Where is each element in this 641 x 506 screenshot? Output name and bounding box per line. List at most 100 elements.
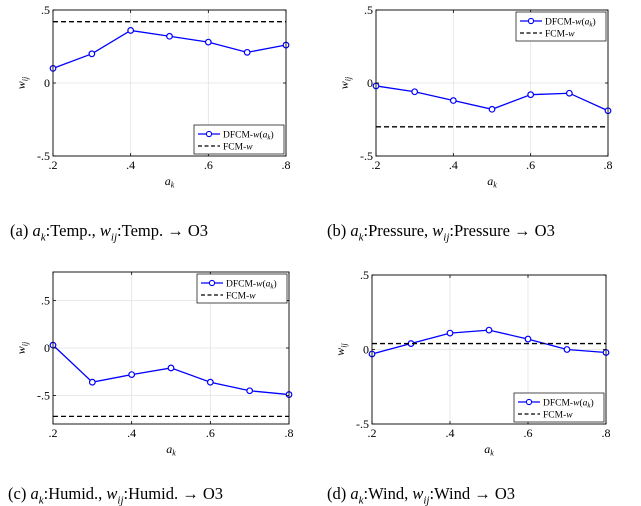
caption-var: Pressure bbox=[454, 221, 510, 240]
y-axis-label: wij bbox=[14, 76, 30, 89]
legend: DFCM-w(ak)FCM-w bbox=[513, 392, 605, 423]
data-point bbox=[128, 371, 136, 379]
data-point bbox=[527, 91, 535, 99]
x-tick-label: .6 bbox=[526, 158, 535, 172]
data-point bbox=[446, 329, 454, 337]
x-tick-label: .8 bbox=[282, 158, 291, 172]
data-point bbox=[246, 387, 254, 395]
legend-label: FCM-w bbox=[545, 30, 575, 40]
caption-b: (b) ak:Pressure, wij:Pressure → O3 bbox=[327, 221, 555, 244]
legend-marker bbox=[208, 279, 216, 287]
legend-label: DFCM-w(ak) bbox=[223, 130, 274, 142]
caption-var: Humid. bbox=[48, 484, 99, 503]
y-tick-label: .5 bbox=[41, 294, 50, 308]
y-axis-label: wij bbox=[14, 341, 30, 354]
x-tick-label: .2 bbox=[49, 426, 58, 440]
x-tick-label: .4 bbox=[449, 158, 458, 172]
x-tick-label: .6 bbox=[206, 426, 215, 440]
legend-label: DFCM-w(ak) bbox=[543, 398, 594, 410]
caption-target: O3 bbox=[534, 221, 555, 240]
legend: DFCM-w(ak)FCM-w bbox=[515, 11, 607, 42]
x-tick-label: .2 bbox=[368, 426, 377, 440]
data-point bbox=[204, 38, 212, 46]
y-tick-label: .5 bbox=[41, 3, 50, 17]
data-point bbox=[127, 27, 135, 34]
data-point bbox=[167, 364, 175, 372]
chart-panel-wind: .2 .4 .6 .8 -.5 0 .5 ak wij DFCM-w(ak)FCM-w bbox=[333, 268, 611, 458]
caption-target: O3 bbox=[494, 484, 516, 503]
data-point bbox=[243, 48, 251, 56]
chart-panel-temp: .2 .4 .6 .8 -.5 0 .5 ak wij DFCM-w(ak)FCM-w bbox=[14, 3, 291, 190]
caption-var: Temp. bbox=[121, 221, 164, 240]
caption-prefix: (b) bbox=[327, 221, 347, 240]
caption-var: Wind bbox=[434, 484, 471, 503]
chart-panel-humid: .2 .4 .6 .8 -.5 0 .5 ak wij DFCM-w(ak)FCM-w bbox=[14, 271, 294, 458]
x-tick-label: .8 bbox=[604, 158, 613, 172]
caption-var: Wind bbox=[368, 484, 405, 503]
caption-prefix: (a) bbox=[10, 221, 29, 240]
y-tick-label: -.5 bbox=[37, 389, 50, 403]
data-point bbox=[411, 88, 419, 96]
legend-label: FCM-w bbox=[223, 143, 253, 153]
data-point bbox=[88, 378, 96, 386]
caption-prefix: (c) bbox=[8, 484, 27, 503]
x-tick-label: .4 bbox=[126, 158, 135, 172]
x-axis-label: ak bbox=[487, 174, 497, 190]
x-tick-label: .2 bbox=[49, 158, 58, 172]
x-axis-label: ak bbox=[165, 174, 175, 190]
chart-panel-pressure: .2 .4 .6 .8 -.5 0 .5 ak wij DFCM-w(ak)FCM-w bbox=[337, 3, 613, 190]
legend: DFCM-w(ak)FCM-w bbox=[193, 124, 285, 155]
legend: DFCM-w(ak)FCM-w bbox=[196, 273, 288, 304]
data-point bbox=[563, 346, 571, 353]
y-tick-label: .5 bbox=[360, 268, 369, 282]
y-tick-label: 0 bbox=[44, 76, 50, 90]
x-axis-label: ak bbox=[484, 442, 494, 458]
caption-var: Pressure bbox=[368, 221, 425, 240]
x-tick-label: .8 bbox=[602, 426, 611, 440]
legend-label: FCM-w bbox=[226, 292, 256, 302]
y-tick-label: -.5 bbox=[356, 417, 369, 431]
y-tick-label: 0 bbox=[363, 343, 369, 357]
x-tick-label: .4 bbox=[446, 426, 455, 440]
legend-box bbox=[515, 11, 607, 42]
data-point bbox=[485, 326, 493, 334]
x-tick-label: .6 bbox=[524, 426, 533, 440]
data-point bbox=[449, 97, 457, 104]
y-tick-label: -.5 bbox=[360, 149, 373, 163]
x-tick-label: .6 bbox=[204, 158, 213, 172]
caption-var: Temp. bbox=[50, 221, 92, 240]
data-point bbox=[166, 32, 173, 40]
x-tick-label: .2 bbox=[372, 158, 381, 172]
data-point bbox=[488, 105, 496, 113]
data-point bbox=[206, 378, 214, 386]
legend-marker bbox=[525, 398, 533, 406]
caption-d: (d) ak:Wind, wij:Wind → O3 bbox=[327, 484, 516, 506]
y-tick-label: 0 bbox=[367, 76, 373, 90]
data-point bbox=[524, 335, 532, 343]
caption-target: O3 bbox=[202, 484, 224, 503]
legend-marker bbox=[527, 17, 535, 25]
legend-label: DFCM-w(ak) bbox=[545, 17, 596, 29]
legend-box bbox=[193, 124, 285, 155]
x-axis-label: ak bbox=[166, 442, 176, 458]
data-point bbox=[565, 89, 573, 97]
legend-box bbox=[513, 392, 605, 423]
caption-a: (a) ak:Temp., wij:Temp. → O3 bbox=[10, 221, 209, 244]
data-point bbox=[88, 50, 96, 58]
y-tick-label: .5 bbox=[364, 3, 373, 17]
y-tick-label: -.5 bbox=[37, 149, 50, 163]
caption-target: O3 bbox=[187, 221, 209, 240]
legend-marker bbox=[205, 130, 213, 138]
x-tick-label: .4 bbox=[127, 426, 136, 440]
caption-c: (c) ak:Humid., wij:Humid. → O3 bbox=[8, 484, 224, 506]
legend-box bbox=[196, 273, 288, 304]
y-axis-label: wij bbox=[333, 342, 349, 355]
y-axis-label: wij bbox=[337, 76, 353, 89]
caption-var: Humid. bbox=[128, 484, 179, 503]
caption-prefix: (d) bbox=[327, 484, 347, 503]
x-tick-label: .8 bbox=[285, 426, 294, 440]
y-tick-label: 0 bbox=[44, 341, 50, 355]
legend-label: DFCM-w(ak) bbox=[226, 279, 277, 291]
legend-label: FCM-w bbox=[543, 411, 573, 421]
